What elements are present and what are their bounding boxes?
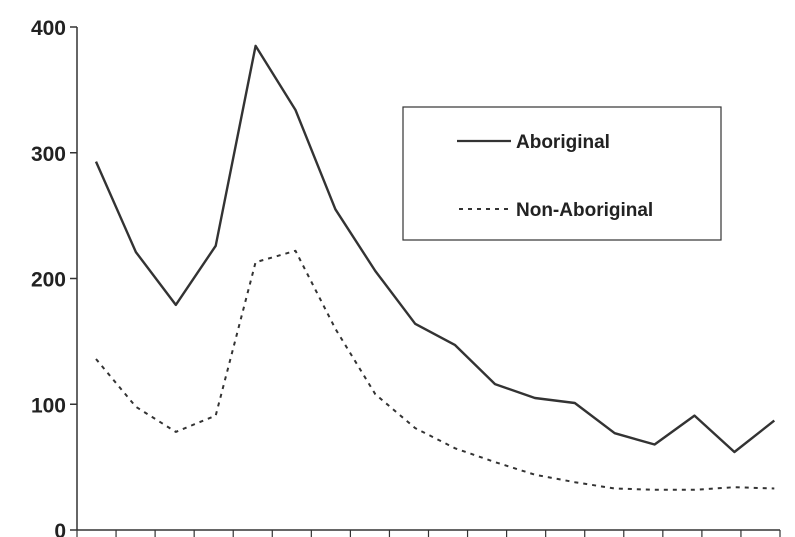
y-tick-label: 300 bbox=[31, 143, 66, 166]
legend-box bbox=[402, 106, 722, 241]
series-lines bbox=[94, 44, 776, 491]
series-line-aboriginal bbox=[94, 44, 776, 454]
legend: Aboriginal Non-Aboriginal bbox=[402, 106, 722, 241]
y-axis: 0 100 200 300 400 bbox=[31, 17, 78, 537]
y-tick-label: 400 bbox=[31, 17, 66, 40]
legend-label-aboriginal: Aboriginal bbox=[516, 132, 610, 153]
y-tick-label: 0 bbox=[54, 520, 66, 537]
y-tick-label: 100 bbox=[31, 394, 66, 417]
legend-label-non-aboriginal: Non-Aboriginal bbox=[516, 200, 653, 221]
y-tick-label: 200 bbox=[31, 269, 66, 292]
series-line-non-aboriginal bbox=[95, 249, 775, 491]
x-axis bbox=[76, 529, 781, 537]
